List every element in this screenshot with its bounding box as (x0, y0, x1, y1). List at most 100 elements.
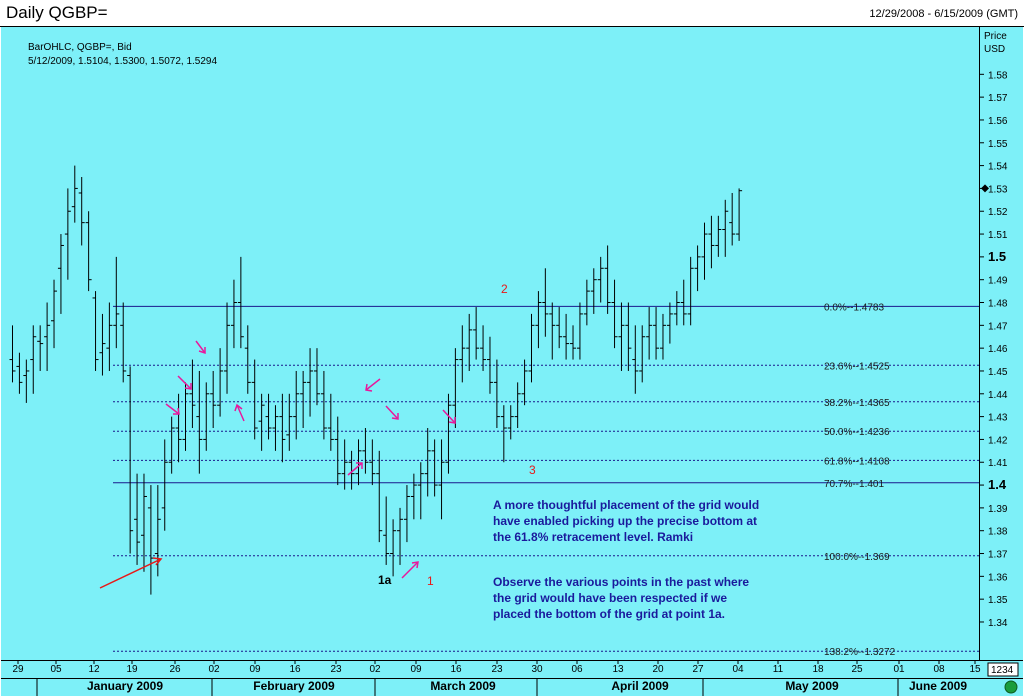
red-arrow (99, 557, 163, 589)
ohlc-bar (590, 268, 597, 314)
y-tick-label: 1.35 (988, 595, 1008, 606)
x-tick-label: 09 (249, 664, 261, 675)
ohlc-bars (9, 165, 743, 595)
y-tick-label: 1.58 (988, 70, 1008, 81)
current-price-marker-icon (981, 184, 989, 193)
ohlc-bar (625, 302, 632, 371)
ohlc-bar (473, 307, 480, 360)
ohlc-bar (71, 165, 78, 223)
annotation-grid-placement: A more thoughtful placement of the grid … (493, 498, 759, 544)
y-tick-label: 1.44 (988, 390, 1008, 401)
ohlc-bar (272, 405, 279, 451)
annotation-line: A more thoughtful placement of the grid … (493, 498, 759, 512)
ohlc-bar (486, 336, 493, 394)
y-tick-label: 1.48 (988, 299, 1008, 310)
counter-box-label: 1234 (991, 665, 1014, 676)
point-label-1: 1 (427, 574, 434, 588)
ohlc-bar (217, 348, 224, 417)
point-label-2: 2 (501, 282, 508, 296)
fib-label: 38.2%--1.4365 (824, 398, 890, 409)
annotation-observe: Observe the various points in the past w… (493, 575, 749, 621)
arrow-icon (347, 462, 363, 476)
ohlc-bar (175, 393, 182, 463)
month-label: March 2009 (430, 679, 496, 693)
annotation-line: placed the bottom of the grid at point 1… (493, 607, 725, 621)
ohlc-bar (694, 245, 701, 292)
ohlc-bar (341, 439, 348, 490)
y-tick-label: 1.55 (988, 139, 1008, 150)
ohlc-bar (452, 348, 459, 429)
ohlc-bar (687, 256, 694, 326)
ohlc-bar (134, 473, 141, 565)
ohlc-bar (736, 188, 743, 241)
y-tick-label: 1.53 (988, 184, 1008, 195)
x-tick-label: 29 (12, 664, 24, 675)
y-tick-label: 1.47 (988, 321, 1008, 332)
ohlc-bar (570, 325, 577, 360)
ohlc-bar (189, 359, 196, 429)
y-tick-label: 1.38 (988, 527, 1008, 538)
ohlc-bar (168, 416, 175, 474)
ohlc-bar (556, 307, 563, 349)
ohlc-bar (30, 325, 37, 394)
ohlc-bar (265, 393, 272, 440)
ohlc-bar (376, 450, 383, 543)
price-axis: 1.34 1.35 1.36 1.37 1.38 1.39 1.4 1.41 1.42 1.43 1… (979, 70, 1008, 629)
ohlc-bar (604, 245, 611, 314)
x-tick-label: 19 (126, 664, 138, 675)
ohlc-bar (334, 416, 341, 486)
x-tick-label: 30 (531, 664, 543, 675)
ohlc-bar (438, 439, 445, 520)
annotation-line: the 61.8% retracement level. Ramki (493, 530, 693, 544)
ohlc-bar (597, 256, 604, 303)
legend-series: BarOHLC, QGBP=, Bid (28, 42, 132, 53)
ohlc-bar (279, 393, 286, 463)
ohlc-bar (666, 302, 673, 344)
ohlc-bar (23, 359, 30, 403)
x-tick-label: 05 (50, 664, 62, 675)
ohlc-bar (507, 405, 514, 440)
x-tick-label: 11 (773, 664, 784, 675)
x-tick-label: 20 (652, 664, 664, 675)
ohlc-bar (224, 302, 231, 394)
point-label-1a: 1a (378, 573, 392, 587)
chart-title: Daily QGBP= (6, 3, 108, 22)
ohlc-bar (480, 325, 487, 371)
month-label: June 2009 (909, 679, 967, 693)
arrow-icon (195, 340, 206, 355)
x-tick-label: 23 (491, 664, 503, 675)
arrow-icon (234, 403, 245, 422)
x-tick-label: 23 (330, 664, 342, 675)
arrow-icon (365, 378, 381, 392)
x-tick-label: 06 (571, 664, 583, 675)
arrow-icon (385, 405, 399, 420)
y-tick-label: 1.57 (988, 93, 1008, 104)
x-tick-label: 13 (612, 664, 624, 675)
ohlc-bar (120, 302, 127, 383)
y-tick-label: 1.37 (988, 550, 1008, 561)
annotation-line: the grid would have been respected if we (493, 591, 727, 605)
arrow-icon (177, 375, 192, 390)
counter-box (987, 662, 1019, 677)
ohlc-bar (9, 325, 16, 383)
price-axis-panel (980, 27, 1023, 660)
ohlc-bar (300, 370, 307, 429)
fib-label: 138.2%--1.3272 (824, 647, 896, 658)
ohlc-bar (576, 302, 583, 360)
fib-label: 0.0%--1.4783 (824, 302, 884, 313)
ohlc-bar (44, 302, 51, 371)
month-label: May 2009 (785, 679, 839, 693)
ohlc-bar (445, 393, 452, 474)
ohlc-bar (417, 462, 424, 520)
ohlc-bar (237, 256, 244, 349)
y-tick-label: 1.39 (988, 504, 1008, 515)
status-dot-icon[interactable] (1004, 680, 1018, 694)
ohlc-bar (646, 307, 653, 360)
x-tick-label: 26 (169, 664, 181, 675)
ohlc-bar (113, 256, 120, 349)
legend-values: 5/12/2009, 1.5104, 1.5300, 1.5072, 1.529… (28, 56, 217, 67)
arrow-icon (401, 561, 419, 579)
y-tick-label: 1.4 (988, 477, 1007, 492)
ohlc-bar (196, 370, 203, 474)
